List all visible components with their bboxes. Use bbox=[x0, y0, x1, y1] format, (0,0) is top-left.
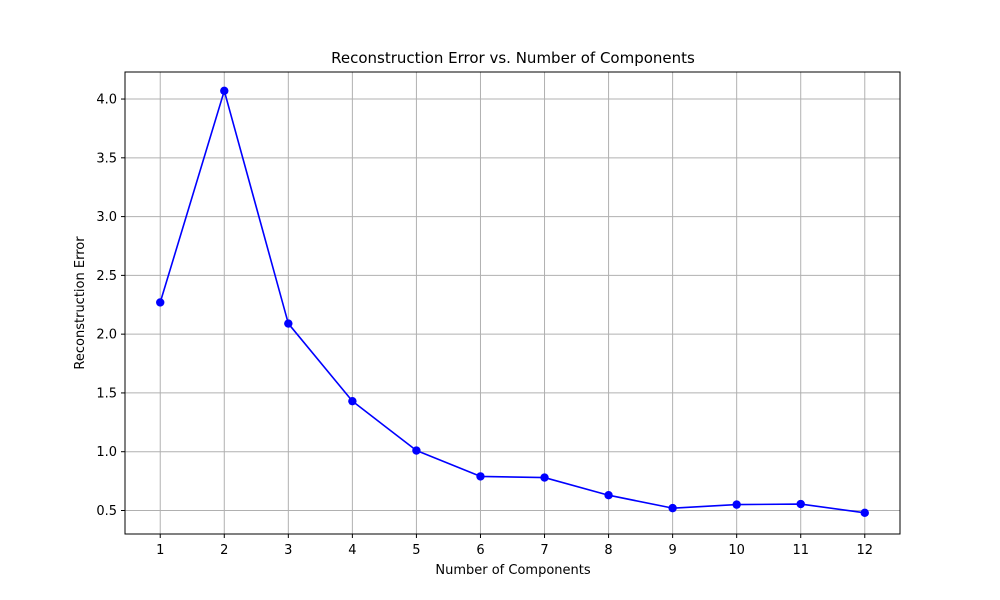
x-tick-label: 1 bbox=[156, 543, 164, 558]
y-tick-label: 4.0 bbox=[96, 93, 117, 108]
data-point bbox=[796, 499, 805, 509]
data-point bbox=[220, 86, 229, 96]
grid-lines bbox=[125, 72, 900, 534]
data-point bbox=[412, 446, 421, 455]
y-tick-label: 2.0 bbox=[96, 328, 117, 343]
x-tick-label: 12 bbox=[856, 543, 873, 558]
plot-area-frame bbox=[124, 71, 901, 535]
series-line bbox=[159, 90, 865, 514]
y-axis-label: Reconstruction Error bbox=[73, 236, 88, 370]
y-tick-label: 2.5 bbox=[96, 269, 117, 284]
data-point bbox=[476, 472, 485, 481]
data-point bbox=[604, 491, 613, 500]
y-axis: 0.5 1.0 1.5 2.0 2.5 3.0 3.5 4.0 bbox=[96, 93, 125, 519]
y-tick-label: 1.5 bbox=[96, 386, 117, 401]
x-tick-label: 3 bbox=[284, 543, 292, 558]
y-tick-label: 3.5 bbox=[96, 151, 117, 166]
x-tick-label: 6 bbox=[476, 543, 484, 558]
y-tick-label: 0.5 bbox=[96, 504, 117, 519]
x-tick-label: 9 bbox=[668, 543, 676, 558]
x-tick-label: 10 bbox=[728, 543, 745, 558]
x-tick-label: 5 bbox=[412, 543, 420, 558]
x-axis: 1 2 3 4 5 6 7 8 9 10 11 12 bbox=[156, 534, 873, 558]
data-point bbox=[540, 473, 549, 482]
x-tick-label: 8 bbox=[604, 543, 612, 558]
data-point bbox=[348, 396, 357, 406]
y-tick-label: 1.0 bbox=[96, 445, 117, 460]
chart-title: Reconstruction Error vs. Number of Compo… bbox=[331, 49, 695, 67]
x-tick-label: 4 bbox=[348, 543, 356, 558]
data-point bbox=[284, 319, 293, 328]
y-tick-label: 3.0 bbox=[96, 210, 117, 225]
x-tick-label: 2 bbox=[220, 543, 228, 558]
data-point bbox=[668, 503, 677, 513]
x-tick-label: 11 bbox=[792, 543, 809, 558]
data-series bbox=[156, 86, 869, 518]
data-point bbox=[732, 500, 741, 509]
data-point bbox=[860, 508, 869, 518]
x-axis-label: Number of Components bbox=[435, 563, 590, 578]
data-point bbox=[156, 298, 165, 307]
x-tick-label: 7 bbox=[540, 543, 548, 558]
